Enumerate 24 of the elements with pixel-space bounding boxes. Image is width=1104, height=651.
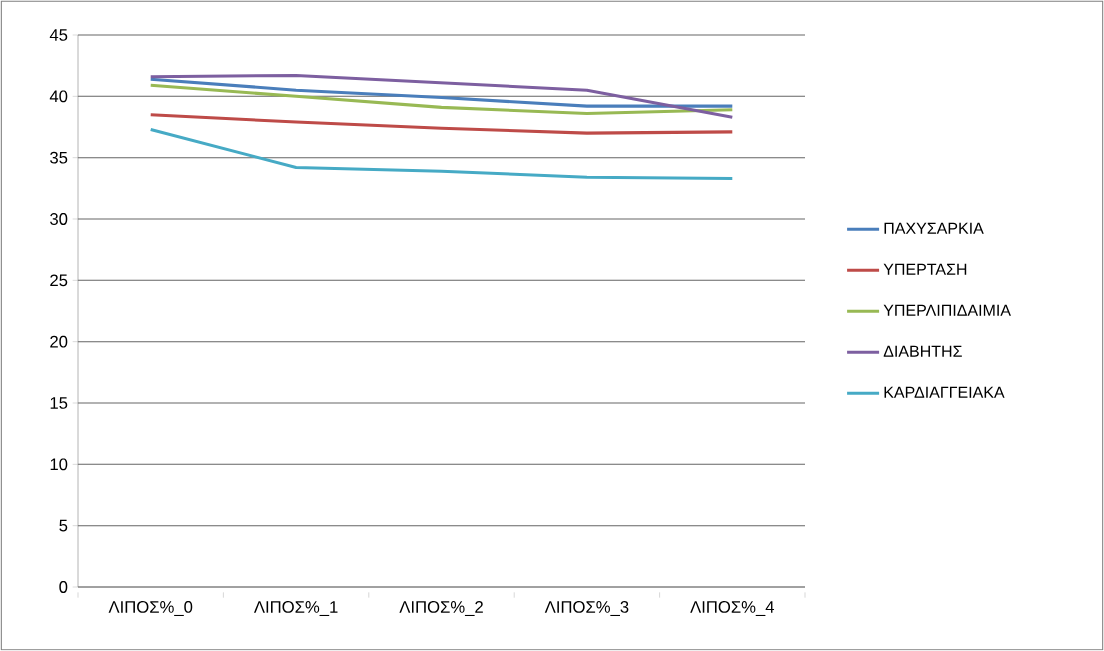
x-tick-label: ΛΙΠΟΣ%_1 bbox=[253, 601, 338, 616]
y-tick-label: 10 bbox=[50, 458, 68, 471]
y-tick-label: 15 bbox=[50, 397, 68, 409]
line-series bbox=[149, 83, 734, 116]
y-tick-label: 30 bbox=[50, 213, 68, 225]
legend-label: ΚΑΡΔΙΑΓΓΕΙΑΚΑ bbox=[884, 386, 1005, 398]
x-tick-label: ΛΙΠΟΣ%_0 bbox=[108, 601, 193, 616]
legend-label: ΥΠΕΡΛΙΠΙΔΑΙΜΙΑ bbox=[883, 304, 1011, 316]
line-series bbox=[149, 77, 734, 108]
y-tick-label: 20 bbox=[50, 335, 68, 348]
y-tick-label: 25 bbox=[50, 274, 68, 287]
legend-label: ΔΙΑΒΗΤΗΣ bbox=[883, 345, 962, 357]
line-series bbox=[149, 113, 734, 135]
y-tick-label: 40 bbox=[49, 90, 68, 103]
y-tick-label: 35 bbox=[50, 151, 68, 164]
x-tick-label: ΛΙΠΟΣ%_4 bbox=[690, 601, 775, 616]
line-series bbox=[149, 127, 734, 181]
x-tick-label: ΛΙΠΟΣ%_3 bbox=[544, 601, 629, 616]
x-tick-label: ΛΙΠΟΣ%_2 bbox=[399, 601, 483, 616]
y-tick-label: 5 bbox=[59, 519, 68, 532]
legend-label: ΥΠΕΡΤΑΣΗ bbox=[883, 263, 967, 275]
y-tick-label: 0 bbox=[59, 581, 68, 593]
legend-label: ΠΑΧΥΣΑΡΚΙΑ bbox=[884, 222, 984, 234]
y-tick-label: 45 bbox=[49, 29, 68, 41]
